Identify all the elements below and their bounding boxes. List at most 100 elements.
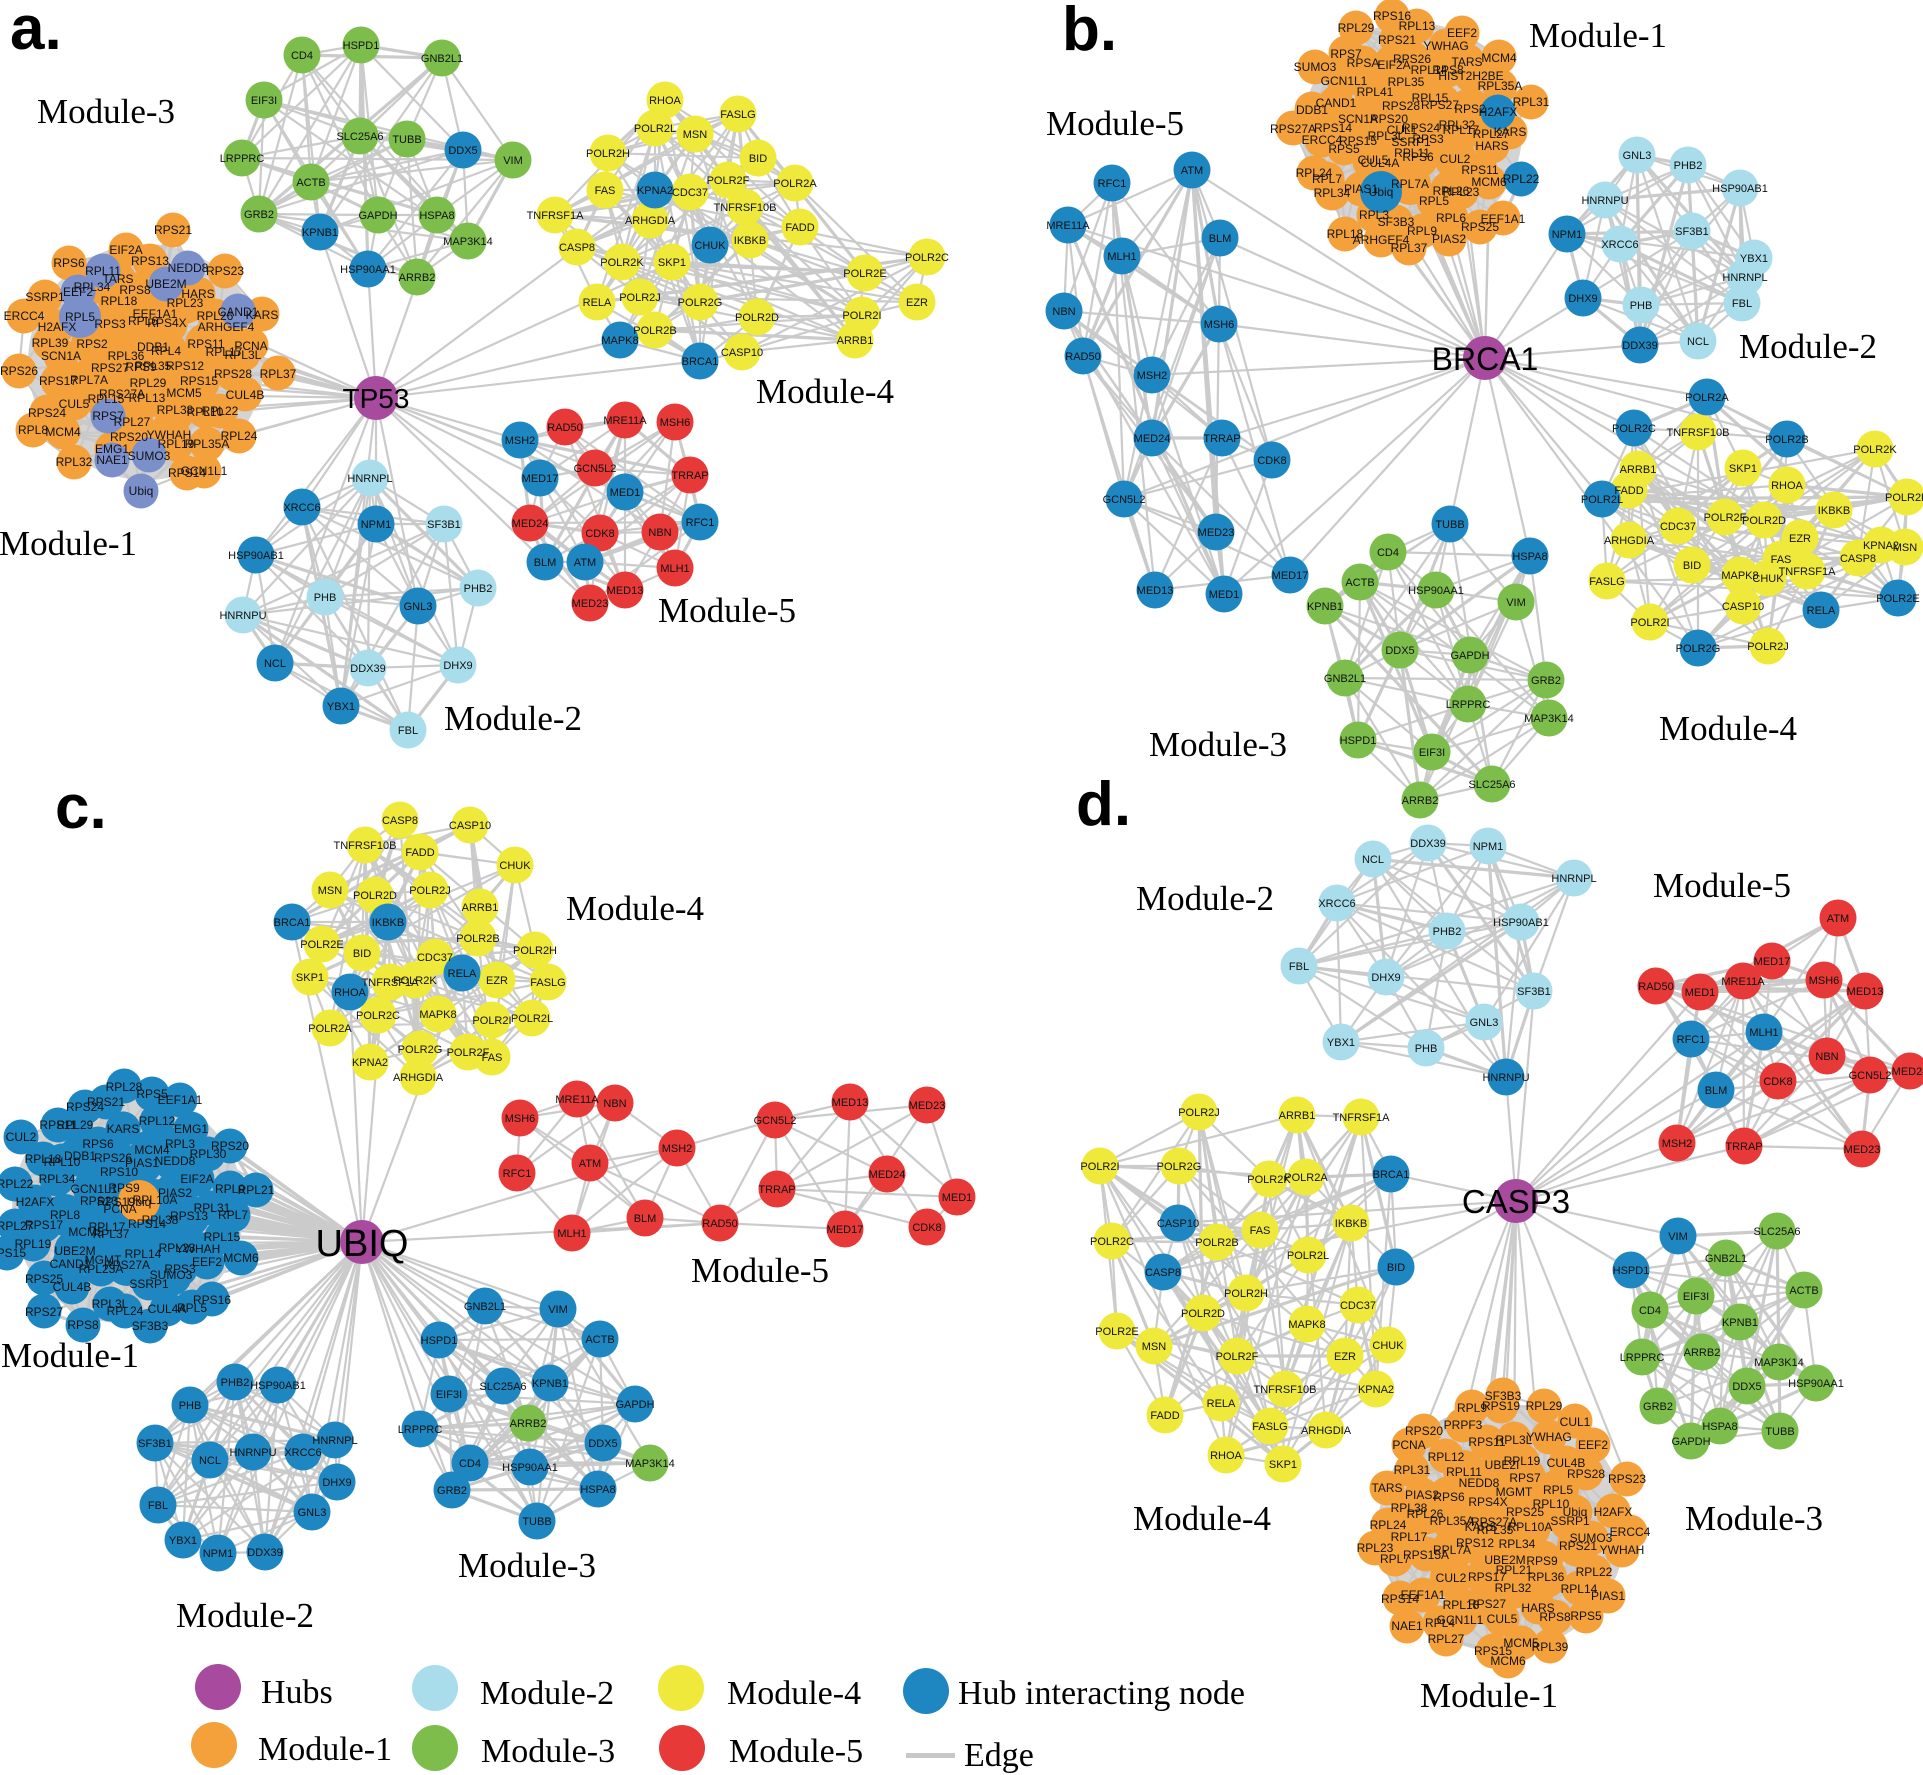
svg-text:SLC25A6: SLC25A6 [1753,1226,1800,1238]
svg-text:RPS28: RPS28 [214,367,252,381]
svg-text:CASP8: CASP8 [382,815,418,827]
svg-text:POLR2C: POLR2C [1612,423,1656,435]
svg-text:HSP90AA1: HSP90AA1 [1408,585,1464,597]
svg-text:Module-1: Module-1 [0,524,137,563]
svg-text:ARHGDIA: ARHGDIA [1301,1425,1352,1437]
svg-text:RPS5: RPS5 [1570,1609,1602,1623]
svg-text:SLC25A6: SLC25A6 [1468,779,1515,791]
svg-text:MED1: MED1 [942,1192,973,1204]
svg-text:RPL27: RPL27 [1428,1632,1465,1646]
svg-text:RPL11: RPL11 [1394,146,1430,160]
svg-text:Module-5: Module-5 [658,591,796,630]
svg-text:RPS14: RPS14 [1314,121,1352,135]
svg-text:PIAS2: PIAS2 [1432,232,1466,246]
svg-text:PCNA: PCNA [234,339,267,353]
svg-text:RPS15A: RPS15A [1403,1548,1449,1562]
svg-text:MED17: MED17 [827,1224,864,1236]
svg-text:SF3B1: SF3B1 [427,519,461,531]
svg-text:PHB2: PHB2 [1674,160,1703,172]
svg-text:Module-3: Module-3 [481,1733,615,1770]
svg-text:RPS21: RPS21 [154,223,192,237]
svg-text:ARHGDIA: ARHGDIA [1604,535,1655,547]
svg-text:RFC1: RFC1 [1677,1034,1706,1046]
svg-text:FBL: FBL [398,725,418,737]
svg-text:RFC1: RFC1 [503,1168,532,1180]
svg-text:RPL29: RPL29 [1526,1399,1563,1413]
svg-text:GAPDH: GAPDH [1671,1436,1710,1448]
svg-text:MLH1: MLH1 [660,563,689,575]
svg-text:CUL2: CUL2 [1440,152,1471,166]
svg-text:ACTB: ACTB [1345,577,1374,589]
svg-text:ARHGEF4: ARHGEF4 [1353,233,1410,247]
svg-text:MCM4: MCM4 [45,425,81,439]
svg-text:RPL34: RPL34 [1499,1537,1536,1551]
svg-text:MED24: MED24 [1134,433,1171,445]
svg-text:KPNA2: KPNA2 [1863,540,1899,552]
svg-text:RPL24: RPL24 [1296,166,1333,180]
svg-text:EEF2: EEF2 [1447,26,1477,40]
svg-text:RPL10: RPL10 [44,1155,81,1169]
svg-text:ERCC4: ERCC4 [1610,1525,1651,1539]
svg-text:PHB: PHB [1630,300,1653,312]
svg-text:CAND1: CAND1 [1316,96,1357,110]
svg-text:HNRNPU: HNRNPU [1581,195,1628,207]
svg-text:POLR2I: POLR2I [472,1015,511,1027]
svg-text:HARS: HARS [1521,1601,1554,1615]
svg-text:MED13: MED13 [1847,986,1884,998]
svg-text:POLR2A: POLR2A [1284,1172,1328,1184]
svg-text:KPNB1: KPNB1 [1307,601,1343,613]
svg-text:FBL: FBL [148,1500,168,1512]
svg-text:RPS23: RPS23 [1608,1472,1646,1486]
svg-text:CDK8: CDK8 [585,528,614,540]
svg-text:ARHGEF4: ARHGEF4 [198,320,255,334]
svg-text:HSP90AA1: HSP90AA1 [502,1462,558,1474]
svg-text:RPL3L: RPL3L [1368,129,1405,143]
svg-text:CDC37: CDC37 [1660,521,1696,533]
svg-text:PIAS1: PIAS1 [1591,1589,1625,1603]
svg-text:KPNB1: KPNB1 [302,227,338,239]
svg-text:RPL10A: RPL10A [133,1193,178,1207]
svg-text:RPS8: RPS8 [1432,63,1464,77]
svg-text:POLR2F: POLR2F [1216,1351,1259,1363]
svg-text:NCL: NCL [199,1455,221,1467]
svg-text:CASP3: CASP3 [1462,1183,1570,1220]
svg-text:RPL35A: RPL35A [185,437,230,451]
svg-text:POLR2B: POLR2B [633,325,676,337]
svg-text:CASP8: CASP8 [1145,1267,1181,1279]
svg-text:RPS27A: RPS27A [99,387,145,401]
svg-text:Module-5: Module-5 [1653,866,1791,905]
svg-text:RAD50: RAD50 [1065,351,1100,363]
svg-text:RPS20: RPS20 [110,430,148,444]
svg-text:SF3B1: SF3B1 [1517,986,1551,998]
svg-text:RPL37: RPL37 [93,1227,130,1241]
svg-text:EIF2A: EIF2A [109,243,142,257]
svg-text:EIF2A: EIF2A [180,1172,213,1186]
svg-text:POLR2I: POLR2I [842,310,881,322]
svg-text:NPM1: NPM1 [1552,229,1583,241]
svg-text:RPS26: RPS26 [1393,52,1431,66]
svg-text:MAPK8: MAPK8 [1721,570,1758,582]
svg-text:RPL38: RPL38 [157,403,194,417]
svg-text:Module-4: Module-4 [1659,709,1797,748]
svg-text:CUL4B: CUL4B [1547,1456,1586,1470]
svg-text:PIAS1: PIAS1 [1344,182,1378,196]
svg-text:CHUK: CHUK [1752,573,1784,585]
svg-text:ATM: ATM [1827,913,1849,925]
svg-text:VIM: VIM [1668,1231,1688,1243]
svg-text:RPL37: RPL37 [260,367,297,381]
svg-text:PHB: PHB [314,592,337,604]
svg-text:KPNA2: KPNA2 [1358,1384,1394,1396]
svg-text:RPL34: RPL34 [1314,186,1351,200]
svg-text:ATM: ATM [574,557,596,569]
svg-text:RAD50: RAD50 [702,1218,737,1230]
svg-text:Module-3: Module-3 [1149,725,1287,764]
svg-text:DDX39: DDX39 [350,663,385,675]
svg-text:EZR: EZR [906,297,928,309]
svg-text:Module-1: Module-1 [1420,1676,1558,1715]
svg-text:RHOA: RHOA [1210,1450,1242,1462]
svg-text:TUBB: TUBB [1435,519,1464,531]
svg-text:POLR2E: POLR2E [1876,593,1919,605]
svg-text:RPS5: RPS5 [1328,142,1360,156]
svg-text:POLR2C: POLR2C [905,252,949,264]
svg-text:DDB1: DDB1 [137,340,169,354]
